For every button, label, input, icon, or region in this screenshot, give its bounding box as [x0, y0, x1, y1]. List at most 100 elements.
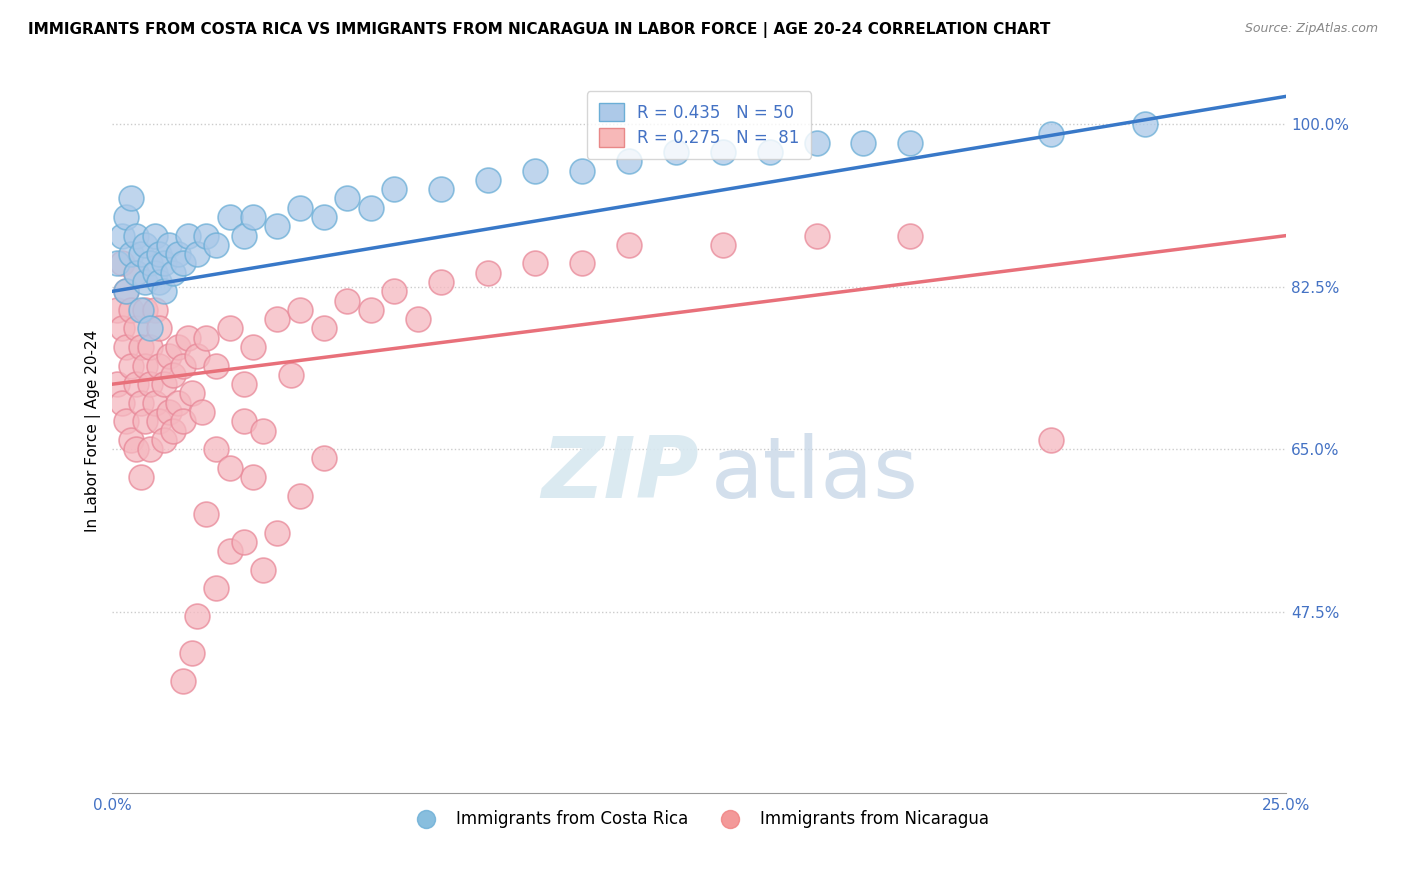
Point [266, 219, 288, 234]
Point [288, 201, 311, 215]
Point [312, 451, 335, 466]
Point [232, 228, 254, 243]
Point [218, 460, 240, 475]
Legend: Immigrants from Costa Rica, Immigrants from Nicaragua: Immigrants from Costa Rica, Immigrants f… [402, 804, 995, 835]
Point [105, 377, 128, 392]
Point [186, 349, 208, 363]
Point [477, 173, 499, 187]
Point [162, 368, 184, 382]
Point [143, 228, 166, 243]
Point [115, 285, 138, 299]
Point [218, 321, 240, 335]
Point [218, 210, 240, 224]
Point [172, 359, 194, 373]
Point [288, 489, 311, 503]
Point [711, 145, 734, 159]
Point [129, 247, 152, 261]
Point [900, 136, 922, 150]
Point [134, 238, 156, 252]
Point [111, 228, 134, 243]
Point [139, 321, 162, 335]
Point [288, 302, 311, 317]
Point [139, 256, 162, 270]
Point [190, 405, 212, 419]
Point [125, 377, 148, 392]
Point [204, 582, 226, 596]
Point [157, 238, 180, 252]
Point [186, 247, 208, 261]
Point [232, 414, 254, 428]
Point [181, 386, 204, 401]
Point [157, 405, 180, 419]
Point [852, 136, 875, 150]
Point [129, 302, 152, 317]
Point [900, 228, 922, 243]
Point [105, 256, 128, 270]
Point [806, 228, 828, 243]
Point [1133, 117, 1156, 131]
Point [176, 228, 198, 243]
Point [204, 238, 226, 252]
Text: Source: ZipAtlas.com: Source: ZipAtlas.com [1244, 22, 1378, 36]
Point [125, 228, 148, 243]
Point [125, 266, 148, 280]
Point [1040, 127, 1063, 141]
Point [430, 182, 453, 196]
Point [336, 293, 359, 308]
Point [167, 395, 190, 409]
Point [139, 340, 162, 354]
Point [129, 395, 152, 409]
Point [186, 609, 208, 624]
Point [129, 340, 152, 354]
Point [120, 247, 142, 261]
Point [617, 154, 640, 169]
Point [406, 312, 429, 326]
Y-axis label: In Labor Force | Age 20-24: In Labor Force | Age 20-24 [86, 329, 101, 532]
Point [232, 377, 254, 392]
Point [806, 136, 828, 150]
Point [125, 442, 148, 457]
Point [523, 163, 546, 178]
Point [242, 210, 264, 224]
Point [129, 470, 152, 484]
Point [172, 674, 194, 689]
Point [195, 507, 218, 521]
Point [312, 321, 335, 335]
Point [176, 331, 198, 345]
Point [382, 285, 405, 299]
Point [148, 321, 170, 335]
Point [665, 145, 688, 159]
Point [195, 331, 218, 345]
Point [134, 302, 156, 317]
Point [204, 442, 226, 457]
Point [115, 210, 138, 224]
Point [430, 275, 453, 289]
Point [134, 414, 156, 428]
Point [157, 349, 180, 363]
Point [143, 395, 166, 409]
Point [172, 256, 194, 270]
Point [162, 266, 184, 280]
Point [134, 275, 156, 289]
Point [120, 192, 142, 206]
Point [167, 247, 190, 261]
Point [617, 238, 640, 252]
Point [111, 321, 134, 335]
Point [115, 285, 138, 299]
Point [204, 359, 226, 373]
Point [139, 377, 162, 392]
Point [153, 256, 176, 270]
Point [125, 321, 148, 335]
Point [232, 535, 254, 549]
Point [571, 256, 593, 270]
Point [120, 433, 142, 447]
Text: atlas: atlas [711, 433, 920, 516]
Point [711, 238, 734, 252]
Point [105, 302, 128, 317]
Point [153, 377, 176, 392]
Point [181, 647, 204, 661]
Point [115, 340, 138, 354]
Point [143, 302, 166, 317]
Point [252, 424, 274, 438]
Point [148, 247, 170, 261]
